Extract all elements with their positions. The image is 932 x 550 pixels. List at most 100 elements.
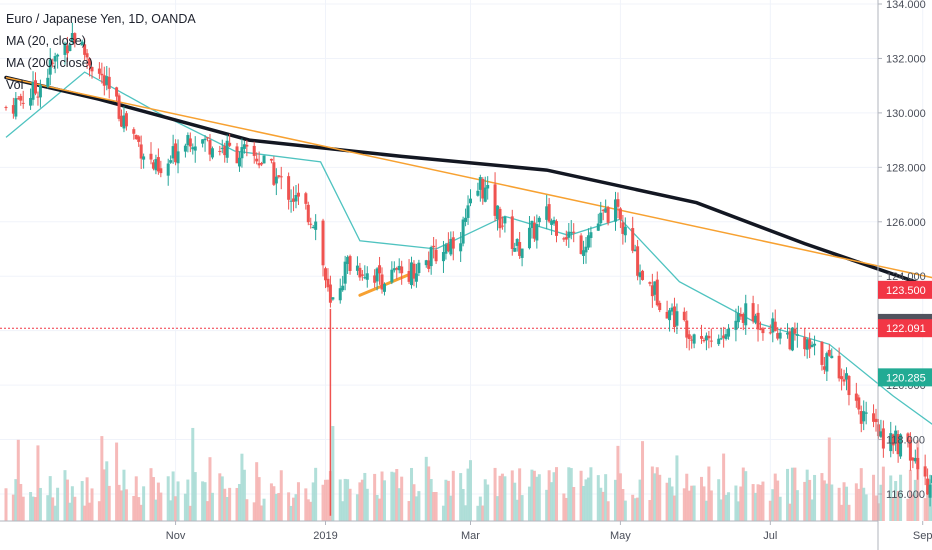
candle-body — [257, 163, 261, 166]
candle-body — [80, 41, 84, 46]
volume-bar — [137, 497, 141, 521]
candle-body — [854, 393, 858, 401]
volume-bar — [837, 487, 841, 521]
candle-body — [19, 96, 23, 101]
candle-body — [252, 145, 256, 156]
volume-bar — [754, 492, 758, 521]
volume-bar — [355, 494, 359, 521]
candle-body — [260, 163, 264, 165]
candle-body — [105, 76, 109, 85]
candle-body — [412, 263, 416, 279]
volume-bar — [171, 471, 175, 521]
volume-bar — [613, 479, 617, 521]
volume-bar — [176, 481, 180, 521]
candle-body — [803, 337, 807, 350]
volume-bar — [33, 497, 37, 521]
candle-body — [692, 334, 696, 344]
volume-bar — [466, 468, 470, 521]
volume-bar — [306, 499, 310, 521]
candle-body — [653, 281, 657, 295]
volume-bar — [120, 490, 124, 521]
volume-bar — [894, 481, 898, 521]
candle-body — [773, 321, 777, 332]
candle-body — [85, 53, 89, 58]
symbol-title[interactable]: Euro / Japanese Yen, 1D, OANDA — [6, 12, 196, 26]
volume-bar — [616, 445, 620, 521]
volume-bar — [134, 476, 138, 521]
candle-body — [97, 68, 101, 74]
volume-bar — [670, 486, 674, 521]
candle-body — [375, 268, 379, 282]
volume-bar — [218, 473, 222, 521]
candle-body — [641, 270, 645, 280]
candle-body — [906, 433, 910, 442]
volume-bar — [874, 495, 878, 521]
candle-body — [672, 306, 676, 328]
candle-body — [242, 144, 246, 149]
volume-bar — [842, 482, 846, 521]
volume-bar — [11, 494, 15, 521]
candle-body — [346, 256, 350, 264]
candle-body — [555, 221, 559, 236]
candle-body — [682, 311, 686, 321]
ma200-legend[interactable]: MA (200, close) — [6, 56, 93, 70]
volume-bar — [790, 467, 794, 521]
volume-bar — [845, 486, 849, 521]
volume-legend[interactable]: Vol — [6, 78, 24, 92]
volume-bar — [532, 470, 536, 521]
volume-bar — [68, 502, 72, 521]
volume-bar — [21, 496, 25, 521]
y-tick-label: 124.000 — [886, 271, 926, 283]
candle-body — [63, 43, 67, 55]
candle-body — [717, 338, 721, 345]
volume-bar — [242, 469, 246, 521]
candle-body — [392, 268, 396, 271]
candle-body — [636, 246, 640, 276]
volume-bar — [323, 479, 327, 521]
candle-body — [564, 237, 568, 240]
candle-body — [891, 434, 895, 446]
candle-body — [451, 237, 455, 249]
volume-bar — [314, 467, 318, 521]
candle-body — [446, 243, 450, 252]
candle-body — [70, 33, 74, 43]
candle-body — [709, 340, 713, 342]
candle-body — [513, 247, 517, 252]
candle-body — [899, 434, 903, 457]
candle-body — [493, 184, 497, 216]
volume-bar — [311, 482, 315, 521]
ma20-legend[interactable]: MA (20, close) — [6, 34, 86, 48]
candle-body — [287, 176, 291, 200]
candle-body — [191, 147, 195, 150]
volume-bar — [530, 469, 534, 521]
candle-body — [73, 33, 77, 44]
volume-bar — [685, 473, 689, 521]
y-tick-label: 134.000 — [886, 0, 926, 11]
candle-body — [638, 272, 642, 278]
candle-body — [88, 58, 92, 66]
volume-bar — [572, 487, 576, 521]
candle-body — [478, 177, 482, 190]
volume-bar — [503, 476, 507, 521]
candle-body — [707, 335, 711, 339]
candle-body — [83, 44, 87, 55]
candle-body — [665, 311, 669, 319]
volume-bar — [859, 468, 863, 521]
volume-bar — [449, 495, 453, 521]
candle-body — [274, 176, 278, 184]
volume-bar — [761, 481, 765, 521]
candle-body — [601, 209, 605, 211]
volume-bar — [579, 470, 583, 521]
volume-bar — [500, 473, 504, 521]
candle-body — [613, 199, 617, 222]
candle-body — [685, 320, 689, 338]
volume-bar — [847, 504, 851, 521]
candle-body — [486, 184, 490, 189]
volume-bar — [412, 484, 416, 521]
volume-bar — [65, 479, 69, 521]
volume-bar — [257, 477, 261, 521]
candle-body — [321, 220, 325, 266]
volume-bar — [262, 498, 266, 521]
volume-bar — [744, 471, 748, 521]
